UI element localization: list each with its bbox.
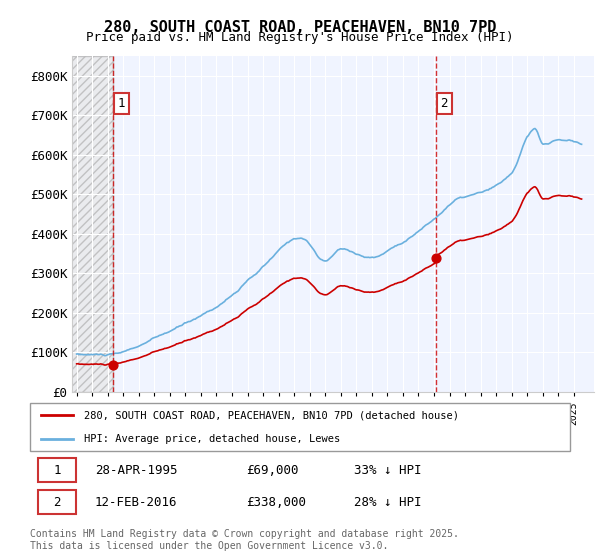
Point bbox=[108, 360, 118, 369]
Text: 1: 1 bbox=[53, 464, 61, 477]
Text: HPI: Average price, detached house, Lewes: HPI: Average price, detached house, Lewe… bbox=[84, 434, 340, 444]
Text: 280, SOUTH COAST ROAD, PEACEHAVEN, BN10 7PD: 280, SOUTH COAST ROAD, PEACEHAVEN, BN10 … bbox=[104, 20, 496, 35]
FancyBboxPatch shape bbox=[30, 403, 570, 451]
Text: Contains HM Land Registry data © Crown copyright and database right 2025.
This d: Contains HM Land Registry data © Crown c… bbox=[30, 529, 459, 551]
FancyBboxPatch shape bbox=[38, 490, 76, 514]
Text: 28-APR-1995: 28-APR-1995 bbox=[95, 464, 178, 477]
Point bbox=[431, 254, 440, 263]
Text: 2: 2 bbox=[53, 496, 61, 509]
Text: 1: 1 bbox=[118, 97, 125, 110]
Text: Price paid vs. HM Land Registry's House Price Index (HPI): Price paid vs. HM Land Registry's House … bbox=[86, 31, 514, 44]
Text: 2: 2 bbox=[440, 97, 448, 110]
Text: 33% ↓ HPI: 33% ↓ HPI bbox=[354, 464, 421, 477]
Text: £69,000: £69,000 bbox=[246, 464, 299, 477]
Text: 12-FEB-2016: 12-FEB-2016 bbox=[95, 496, 178, 509]
Bar bbox=[69, 56, 113, 392]
FancyBboxPatch shape bbox=[38, 458, 76, 482]
Text: 280, SOUTH COAST ROAD, PEACEHAVEN, BN10 7PD (detached house): 280, SOUTH COAST ROAD, PEACEHAVEN, BN10 … bbox=[84, 410, 459, 420]
Text: £338,000: £338,000 bbox=[246, 496, 306, 509]
Text: 28% ↓ HPI: 28% ↓ HPI bbox=[354, 496, 421, 509]
